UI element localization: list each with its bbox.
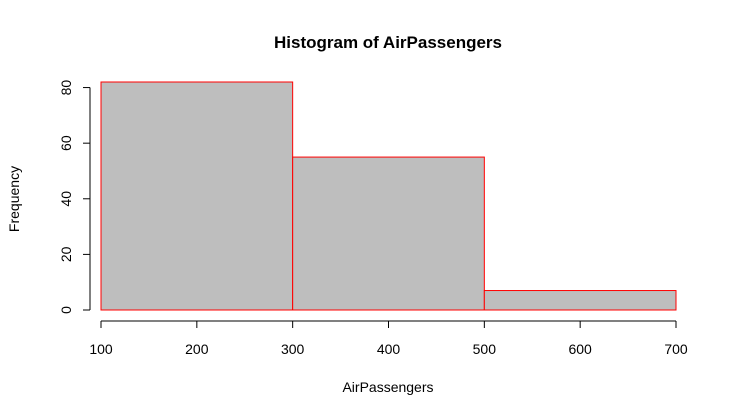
y-tick-label-0: 0 [58, 306, 74, 314]
x-tick-label-600: 600 [568, 341, 592, 357]
y-axis: 0 20 40 60 80 [58, 80, 91, 314]
y-tick-label-40: 40 [58, 191, 74, 207]
histogram-bar-300-500 [292, 156, 485, 311]
x-tick-label-200: 200 [185, 341, 209, 357]
y-tick-label-20: 20 [58, 246, 74, 262]
x-tick-label-500: 500 [473, 341, 497, 357]
x-axis: 100 200 300 400 500 600 700 [89, 320, 688, 357]
y-tick-label-60: 60 [58, 135, 74, 151]
y-axis-label: Frequency [6, 166, 22, 232]
bars-group [100, 81, 677, 311]
x-tick-label-700: 700 [664, 341, 688, 357]
x-tick-label-300: 300 [281, 341, 305, 357]
histogram-bar-500-700 [483, 290, 677, 311]
y-tick-label-80: 80 [58, 80, 74, 96]
x-axis-label: AirPassengers [342, 379, 433, 395]
x-tick-label-100: 100 [89, 341, 113, 357]
histogram-bar-100-300 [100, 81, 294, 311]
chart-title: Histogram of AirPassengers [274, 33, 502, 52]
x-tick-label-400: 400 [377, 341, 401, 357]
